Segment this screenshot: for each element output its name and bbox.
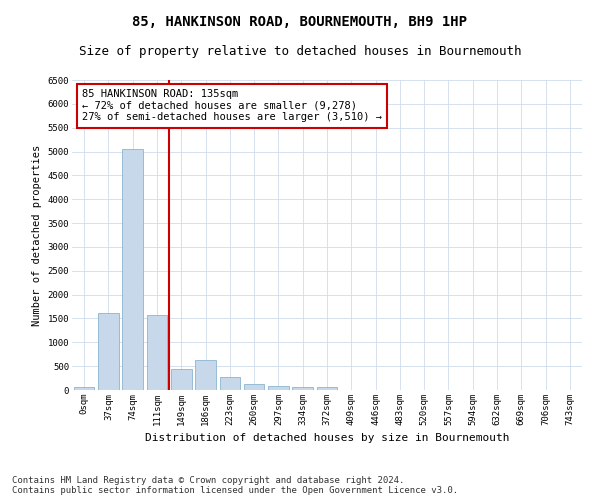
Text: 85 HANKINSON ROAD: 135sqm
← 72% of detached houses are smaller (9,278)
27% of se: 85 HANKINSON ROAD: 135sqm ← 72% of detac… <box>82 90 382 122</box>
Bar <box>195 360 216 390</box>
Y-axis label: Number of detached properties: Number of detached properties <box>32 144 42 326</box>
Text: Contains public sector information licensed under the Open Government Licence v3: Contains public sector information licen… <box>12 486 458 495</box>
Text: 85, HANKINSON ROAD, BOURNEMOUTH, BH9 1HP: 85, HANKINSON ROAD, BOURNEMOUTH, BH9 1HP <box>133 15 467 29</box>
Text: Size of property relative to detached houses in Bournemouth: Size of property relative to detached ho… <box>79 45 521 58</box>
Bar <box>268 386 289 390</box>
Bar <box>220 377 240 390</box>
X-axis label: Distribution of detached houses by size in Bournemouth: Distribution of detached houses by size … <box>145 434 509 444</box>
Bar <box>171 370 191 390</box>
Bar <box>292 386 313 390</box>
Bar <box>122 149 143 390</box>
Bar <box>98 312 119 390</box>
Bar <box>244 384 265 390</box>
Text: Contains HM Land Registry data © Crown copyright and database right 2024.: Contains HM Land Registry data © Crown c… <box>12 476 404 485</box>
Bar <box>146 314 167 390</box>
Bar <box>317 387 337 390</box>
Bar <box>74 387 94 390</box>
